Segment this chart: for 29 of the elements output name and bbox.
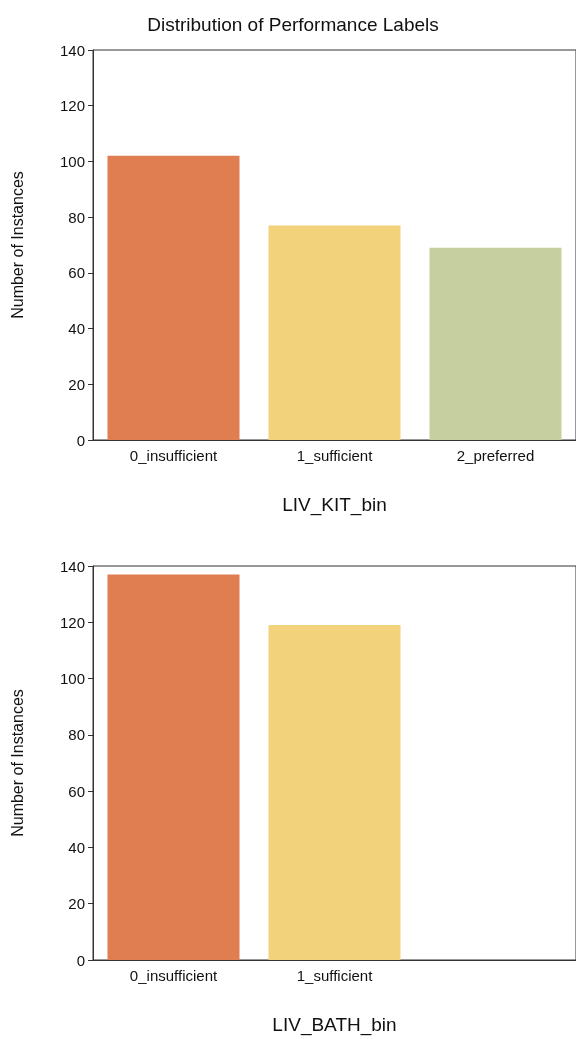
- chart-title: Distribution of Performance Labels: [147, 14, 439, 35]
- y-tick-label: 20: [68, 375, 85, 393]
- y-tick-label: 140: [59, 557, 85, 575]
- y-axis-title: Number of Instances: [8, 689, 26, 837]
- x-tick-label: 0_insufficient: [129, 447, 218, 464]
- y-tick-label: 0: [76, 951, 85, 969]
- x-axis-title: LIV_BATH_bin: [272, 1014, 397, 1036]
- y-tick-label: 20: [68, 895, 85, 913]
- bar: [107, 155, 240, 440]
- y-tick-label: 0: [76, 431, 85, 449]
- y-tick-label: 120: [59, 97, 85, 115]
- y-tick-label: 40: [68, 838, 85, 856]
- y-tick-label: 100: [59, 152, 85, 170]
- y-axis-title: Number of Instances: [8, 171, 26, 319]
- y-tick-label: 140: [59, 41, 85, 59]
- y-tick-label: 120: [59, 613, 85, 631]
- x-tick-label: 0_insufficient: [129, 967, 218, 984]
- bar: [429, 247, 562, 440]
- y-tick-label: 40: [68, 320, 85, 338]
- y-tick-label: 60: [68, 264, 85, 282]
- y-tick-label: 100: [59, 670, 85, 688]
- y-tick-label: 80: [68, 208, 85, 226]
- x-tick-label: 2_preferred: [456, 447, 535, 464]
- bar: [268, 225, 401, 440]
- y-tick-label: 60: [68, 782, 85, 800]
- y-tick-label: 80: [68, 726, 85, 744]
- x-axis-title: LIV_KIT_bin: [282, 494, 387, 516]
- x-tick-label: 1_sufficient: [296, 967, 374, 984]
- x-tick-label: 1_sufficient: [296, 447, 374, 464]
